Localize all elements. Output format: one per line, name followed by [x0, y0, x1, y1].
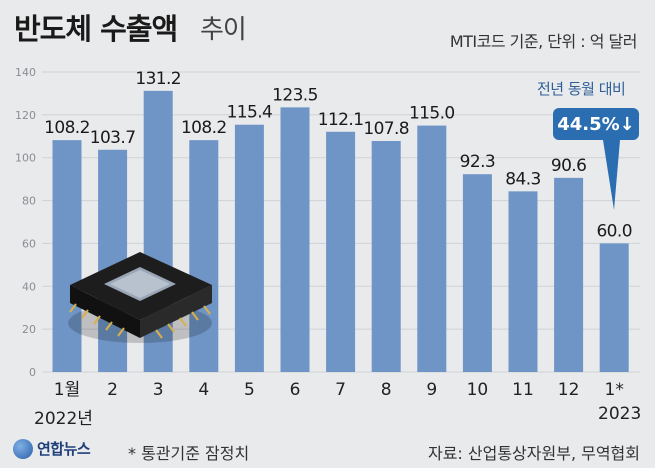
- data-label: 84.3: [505, 169, 540, 189]
- y-tick-label: 80: [22, 195, 36, 208]
- callout-value: 44.5%↓: [553, 108, 639, 140]
- callout-pointer: [603, 140, 620, 210]
- bar: [52, 140, 82, 372]
- year-label-2022: 2022년: [34, 409, 93, 429]
- x-tick-label: 3: [153, 380, 164, 400]
- data-label: 60.0: [596, 221, 631, 241]
- x-tick-label: 6: [290, 380, 301, 400]
- footnote: * 통관기준 잠정치: [128, 444, 250, 463]
- x-tick-label: 1*: [605, 380, 624, 400]
- logo-icon: [13, 438, 33, 459]
- data-label: 123.5: [272, 85, 318, 105]
- x-tick-label: 11: [512, 380, 534, 400]
- data-label: 108.2: [181, 118, 227, 138]
- x-tick-label: 12: [558, 380, 580, 400]
- data-label: 108.2: [44, 118, 90, 138]
- bar: [280, 107, 310, 372]
- bar: [599, 243, 629, 372]
- bar: [371, 141, 401, 372]
- y-tick-label: 0: [29, 366, 36, 379]
- y-tick-label: 40: [22, 280, 36, 293]
- x-tick-label: 9: [426, 380, 437, 400]
- callout-label: 전년 동월 대비: [537, 80, 626, 98]
- y-tick-label: 120: [15, 109, 36, 122]
- bar: [326, 131, 356, 372]
- y-tick-label: 60: [22, 237, 36, 250]
- bar: [417, 125, 447, 372]
- data-label: 90.6: [551, 156, 586, 176]
- year-label-2023: 2023: [598, 404, 642, 424]
- data-label: 103.7: [90, 128, 136, 148]
- chart-title-suffix: 추이: [200, 15, 247, 45]
- yonhap-logo: 연합뉴스: [13, 438, 91, 459]
- x-tick-label: 5: [244, 380, 255, 400]
- data-label: 112.1: [318, 110, 364, 130]
- bar: [189, 140, 219, 372]
- bar: [462, 174, 492, 372]
- bar-layer: 108.2 1월 103.7 2 131.2 3 108.2 4 115.4 5 123.5 6 112…: [44, 69, 632, 400]
- bar: [554, 177, 584, 372]
- data-label: 115.0: [409, 104, 455, 124]
- x-tick-label: 8: [381, 380, 392, 400]
- y-tick-label: 100: [15, 152, 36, 165]
- bar: [234, 124, 264, 372]
- x-tick-label: 4: [198, 380, 209, 400]
- x-tick-label: 1월: [54, 380, 80, 400]
- y-tick-label: 20: [22, 323, 36, 336]
- chart-title: 반도체 수출액: [14, 12, 178, 46]
- data-label: 131.2: [135, 69, 181, 89]
- data-label: 115.4: [227, 103, 273, 123]
- chip-icon: [68, 252, 212, 343]
- logo-text: 연합뉴스: [37, 440, 91, 458]
- x-tick-label: 10: [467, 380, 489, 400]
- bar: [508, 191, 538, 372]
- unit-note: MTI코드 기준, 단위 : 억 달러: [449, 32, 638, 51]
- data-label: 92.3: [460, 152, 495, 172]
- y-tick-label: 140: [15, 66, 36, 79]
- x-tick-label: 7: [335, 380, 346, 400]
- data-label: 107.8: [363, 119, 409, 139]
- x-tick-label: 2: [107, 380, 118, 400]
- source-note: 자료: 산업통상자원부, 무역협회: [427, 444, 640, 463]
